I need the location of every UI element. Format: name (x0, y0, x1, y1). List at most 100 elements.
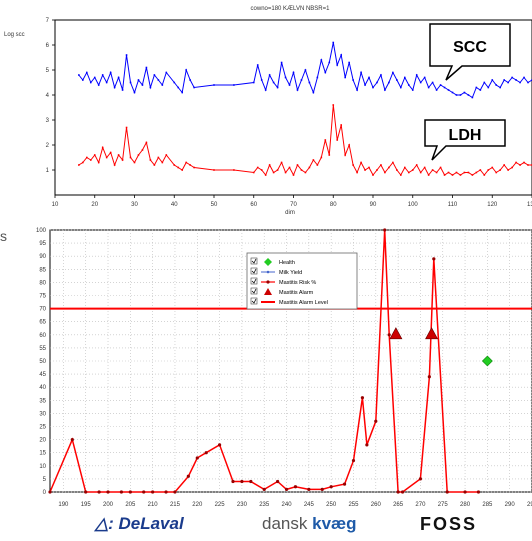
ldh-point (479, 169, 482, 171)
ldh-point (145, 141, 148, 144)
ldh-point (181, 169, 183, 171)
mastitis-risk-point (164, 490, 168, 494)
ldh-point (423, 166, 426, 169)
x-tick-label: 295 (527, 502, 532, 508)
x-tick-label: 40 (171, 202, 178, 208)
scc-ldh-chart: cowno=180 KÆLVN NBSR=1 Log scc 1 2 3 4 5 6 7 1… (4, 6, 532, 216)
ldh-point (161, 161, 164, 164)
ldh-point (344, 154, 346, 156)
legend-checkbox[interactable] (250, 277, 258, 285)
scc-point (308, 81, 311, 84)
y-tick-label: 85 (39, 267, 46, 273)
scc-point (415, 74, 418, 76)
scc-point (519, 81, 521, 84)
mastitis-risk-point (204, 451, 208, 455)
scc-point (459, 94, 462, 96)
legend-checkbox[interactable] (250, 257, 258, 265)
scc-point (109, 71, 112, 74)
x-tick-label: 245 (304, 502, 315, 508)
ldh-point (372, 174, 374, 176)
scc-point (479, 89, 482, 91)
scc-point (392, 71, 394, 74)
scc-point (404, 76, 406, 79)
mastitis-risk-point (387, 333, 391, 337)
ldh-point (125, 126, 128, 129)
x-tick-label: 215 (170, 502, 181, 508)
check-icon (251, 298, 257, 304)
scc-point (384, 89, 386, 91)
ldh-point (320, 156, 323, 159)
mastitis-risk-point (374, 419, 378, 423)
ldh-point (268, 164, 271, 166)
y-axis-label: Log scc (4, 32, 25, 38)
scc-point (400, 86, 402, 89)
legend-checkbox[interactable] (250, 287, 258, 295)
scc-point (316, 76, 319, 79)
scc-point (113, 86, 116, 89)
ldh-point (332, 104, 335, 106)
legend-checkbox[interactable] (250, 297, 258, 305)
scc-point (260, 79, 263, 81)
scc-point (264, 89, 267, 91)
ldh-point (113, 164, 116, 166)
scc-point (328, 61, 331, 64)
ldh-point (487, 169, 490, 171)
check-icon (251, 258, 257, 264)
scc-point (427, 86, 430, 89)
mastitis-risk-point (432, 257, 436, 261)
ldh-point (78, 164, 80, 166)
x-tick-label: 280 (460, 502, 471, 508)
mastitis-risk-point (307, 487, 311, 491)
scc-point (431, 81, 434, 84)
y-tick-label: 50 (39, 359, 46, 365)
scc-point (396, 79, 398, 81)
mastitis-risk-point (151, 490, 155, 494)
x-tick-label: 285 (482, 502, 493, 508)
mastitis-risk-point (427, 375, 431, 379)
x-tick-label: 30 (131, 202, 138, 208)
ldh-point (348, 144, 350, 146)
ldh-point (173, 164, 176, 166)
ldh-point (233, 169, 235, 171)
scc-point (487, 86, 490, 89)
ldh-point (459, 174, 462, 176)
scc-point (125, 54, 128, 56)
ldh-point (284, 171, 287, 174)
scc-point (435, 89, 438, 91)
scc-point (360, 71, 362, 74)
ldh-point (89, 159, 92, 161)
ldh-point (312, 159, 315, 161)
y-tick-label: 7 (46, 18, 50, 24)
x-tick-label: 100 (408, 202, 419, 208)
y-tick-label: 45 (39, 372, 46, 378)
legend-checkbox[interactable] (250, 267, 258, 275)
mastitis-risk-point (70, 438, 74, 442)
scc-point (149, 86, 152, 89)
scc-point (368, 76, 370, 79)
mastitis-risk-point (329, 485, 333, 489)
x-tick-label: 10 (52, 202, 59, 208)
scc-point (356, 89, 358, 91)
ldh-point (356, 171, 358, 174)
scc-point (284, 76, 287, 79)
x-tick-label: 240 (282, 502, 293, 508)
ldh-point (308, 166, 311, 169)
ldh-point (523, 161, 525, 164)
y-tick-label: 6 (46, 43, 50, 49)
x-tick-label: 230 (237, 502, 248, 508)
ldh-point (300, 169, 303, 171)
mastitis-risk-chart: 0 5 10 15 20 25 30 35 40 45 50 55 60 65 70 75 80 85 90 95 10… (36, 228, 532, 508)
scc-point (340, 54, 342, 56)
health-legend-icon (264, 258, 272, 266)
ldh-point (455, 171, 458, 174)
ldh-point (451, 174, 454, 176)
x-tick-label: 200 (103, 502, 114, 508)
scc-point (101, 74, 104, 76)
mastitis-risk-point (249, 479, 253, 484)
ldh-point (304, 171, 307, 174)
ldh-callout: LDH (424, 119, 506, 161)
ldh-point (193, 166, 195, 169)
x-tick-label: 265 (393, 502, 404, 508)
ldh-point (483, 174, 486, 176)
scc-point (272, 81, 275, 84)
